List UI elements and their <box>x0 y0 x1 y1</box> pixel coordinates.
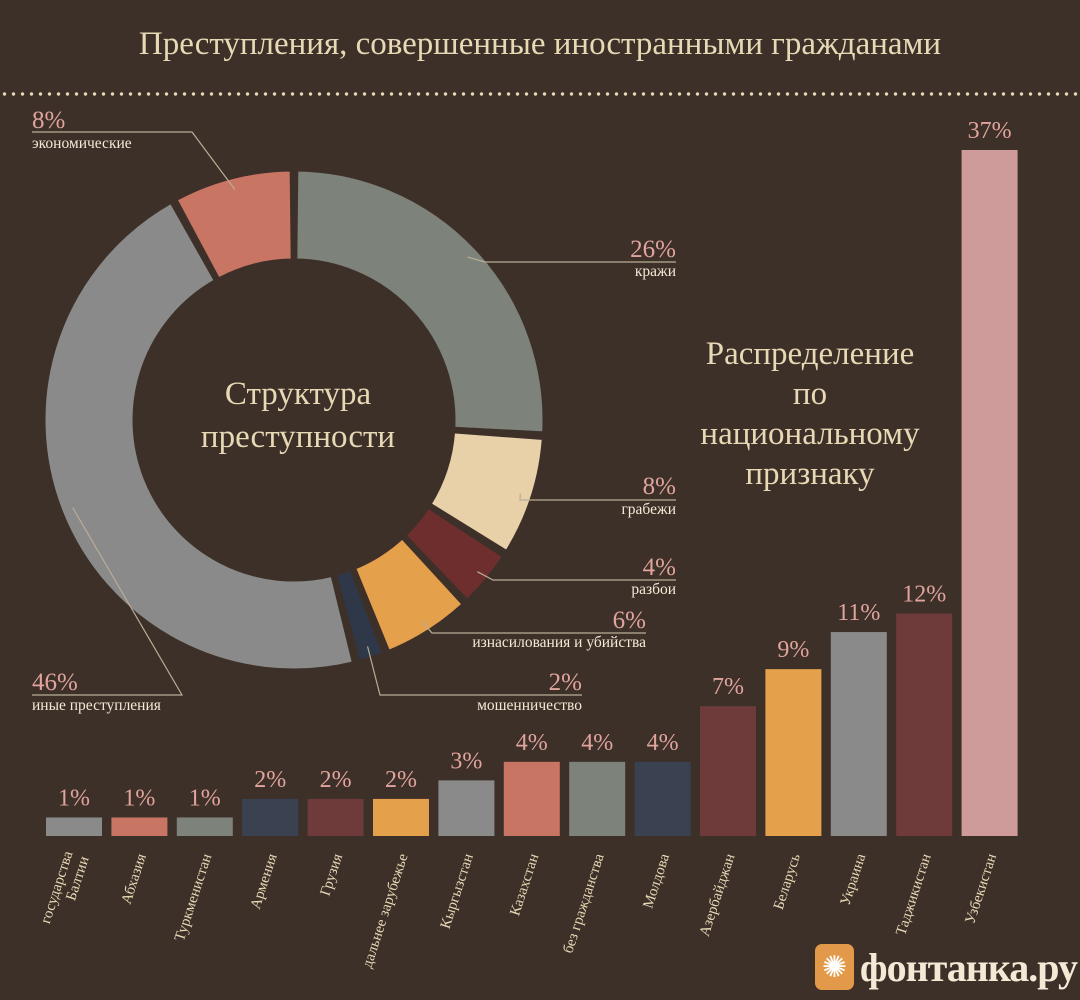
page-title: Преступления, совершенные иностранными г… <box>138 26 942 62</box>
leader-line <box>519 493 676 501</box>
donut-slice <box>294 168 546 435</box>
leader-line <box>366 646 582 696</box>
bar-chart-title: признаку <box>745 456 875 492</box>
slice-category-label: экономические <box>32 135 132 152</box>
donut-slice <box>333 567 386 664</box>
slice-category-label: грабежи <box>621 501 676 518</box>
bar-category-text: Армения <box>248 852 281 911</box>
bar-chart-title: Распределение <box>706 336 915 372</box>
bar-category-label: Украина <box>838 852 870 908</box>
bar <box>830 632 887 836</box>
bar-category-text: без гражданства <box>560 852 607 956</box>
bar-value-label: 1% <box>189 785 221 811</box>
donut-center-title: Структура <box>225 376 372 412</box>
bar-category-text: Узбекистан <box>962 852 1000 926</box>
slice-percent-label: 4% <box>643 554 676 581</box>
bar <box>765 669 822 836</box>
bar-category-label: Абхазия <box>119 852 150 906</box>
bar-value-label: 4% <box>647 730 679 756</box>
bar-category-label: дальнее зарубежье <box>360 852 412 970</box>
slice-category-label: разбои <box>631 581 676 598</box>
bar-category-label: Азербайджан <box>697 852 739 939</box>
bar-category-text: Таджикистан <box>893 852 934 938</box>
bar-value-label: 2% <box>320 767 352 793</box>
bar-chart-title: по <box>793 376 827 412</box>
leader-line <box>421 620 646 634</box>
bar-category-text: Туркменистан <box>172 852 215 943</box>
leader-line <box>32 131 236 190</box>
bar <box>961 150 1018 836</box>
bar-category-label: Кыргызстан <box>438 852 477 931</box>
bar-category-label: Грузия <box>318 852 347 898</box>
bar <box>176 817 233 836</box>
bar-category-label: Туркменистан <box>172 852 215 943</box>
bar <box>242 798 299 836</box>
bar-value-label: 1% <box>58 785 90 811</box>
slice-category-label: мошенничество <box>477 697 582 714</box>
bar-category-label: Казахстан <box>507 852 542 918</box>
bar-category-text: Казахстан <box>507 852 542 918</box>
bar-category-text: Кыргызстан <box>438 852 477 931</box>
bar <box>503 761 560 836</box>
donut-slice <box>42 200 356 672</box>
leader-line <box>467 256 676 263</box>
slice-percent-label: 26% <box>630 236 676 263</box>
slice-percent-label: 46% <box>32 669 78 696</box>
bar-value-label: 12% <box>902 582 946 608</box>
slice-percent-label: 6% <box>613 607 646 634</box>
bar <box>896 613 953 836</box>
bar-value-label: 7% <box>712 674 744 700</box>
bar <box>307 798 364 836</box>
bar <box>634 761 691 836</box>
bar-value-label: 2% <box>385 767 417 793</box>
bar-category-label: Армения <box>248 852 281 911</box>
bar-value-label: 9% <box>777 637 809 663</box>
bar-category-label: Молдова <box>641 852 674 911</box>
bar <box>373 798 429 836</box>
bar-value-label: 11% <box>837 600 880 626</box>
bar <box>569 761 626 836</box>
bar-value-label: 3% <box>450 748 482 774</box>
bar-category-text: Украина <box>838 852 870 908</box>
slice-percent-label: 8% <box>32 107 65 134</box>
bar-category-label: без гражданства <box>560 852 607 956</box>
bar-value-label: 4% <box>581 730 613 756</box>
slice-category-label: иные преступления <box>32 697 161 714</box>
bar-value-label: 1% <box>123 785 155 811</box>
title-divider <box>0 92 1080 96</box>
logo-text: фонтанка.ру <box>859 944 1078 990</box>
bar-value-label: 2% <box>254 767 286 793</box>
bar-category-text: Беларусь <box>771 852 804 912</box>
bar <box>438 780 495 836</box>
bar-category-text: Азербайджан <box>697 852 739 939</box>
bar <box>46 817 102 836</box>
bar-category-label: Узбекистан <box>962 852 1000 926</box>
slice-category-label: кражи <box>635 263 676 280</box>
bar-category-text: Молдова <box>641 852 674 911</box>
donut-slice <box>352 535 466 654</box>
bar-category-text: Абхазия <box>119 852 150 906</box>
bar <box>111 817 168 836</box>
donut-center-title: преступности <box>201 419 395 455</box>
donut-slice <box>174 168 294 281</box>
bar-value-label: 4% <box>516 730 548 756</box>
bar-category-label: Таджикистан <box>893 852 934 938</box>
leader-line <box>32 507 184 696</box>
logo: ✺ фонтанка.ру <box>815 940 1078 994</box>
firebird-icon: ✺ <box>815 944 854 990</box>
bar-category-text: Грузия <box>318 852 347 898</box>
bar-value-label: 37% <box>968 118 1012 144</box>
donut-slice <box>402 505 506 603</box>
bar-category-text: дальнее зарубежье <box>360 852 412 970</box>
slice-percent-label: 8% <box>643 473 676 500</box>
leader-line <box>477 571 676 581</box>
donut-slice <box>427 430 545 554</box>
bar-category-label: Беларусь <box>771 852 804 912</box>
bar-chart-title: национальному <box>700 416 920 452</box>
slice-category-label: изнасилования и убийства <box>472 634 646 651</box>
slice-percent-label: 2% <box>549 669 582 696</box>
bar <box>700 706 756 836</box>
